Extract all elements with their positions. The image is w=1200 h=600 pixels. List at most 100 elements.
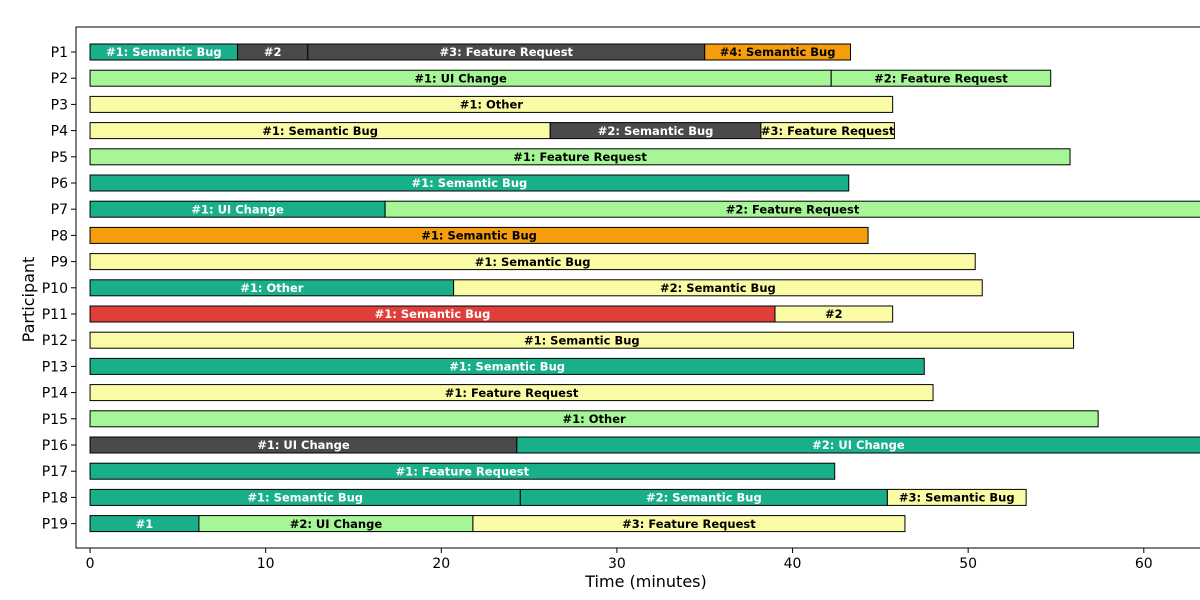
- bar-label: #4: Semantic Bug: [720, 45, 836, 59]
- bar-rect: [89, 148, 1071, 166]
- bar-rect: [89, 462, 836, 480]
- x-axis-title: Time (minutes): [584, 572, 707, 591]
- bar-label: #3: Feature Request: [622, 517, 756, 531]
- bar-segment: #1: Other: [89, 95, 894, 113]
- y-tick-label: P10: [42, 281, 68, 297]
- bar-segment: #1: UI Change: [89, 69, 832, 87]
- bar-segment: #1: Semantic Bug: [89, 122, 551, 140]
- bar-label: #1: Semantic Bug: [412, 176, 528, 190]
- bar-label: #2: Semantic Bug: [660, 281, 776, 295]
- bar-rect: [89, 357, 925, 375]
- bar-label: #2: [825, 307, 843, 321]
- bar-label: #3: Feature Request: [439, 45, 573, 59]
- bar-rect: [89, 384, 934, 402]
- y-tick-label: P18: [42, 490, 68, 506]
- x-tick-label: 0: [86, 556, 95, 572]
- bar-label: #3: Feature Request: [761, 124, 895, 138]
- bar-segment: #1: Semantic Bug: [89, 174, 850, 192]
- bar-rect: [89, 410, 1099, 428]
- y-tick-label: P8: [51, 228, 68, 244]
- bar-rect: [704, 43, 852, 61]
- bar-label: #1: Semantic Bug: [247, 491, 363, 505]
- bar-label: #1: Semantic Bug: [449, 360, 565, 374]
- bar-label: #2: Semantic Bug: [646, 491, 762, 505]
- bar-label: #1: Other: [240, 281, 304, 295]
- y-tick-label: P3: [51, 97, 68, 113]
- y-tick-label: P12: [42, 333, 68, 349]
- x-tick-label: 20: [432, 556, 450, 572]
- bar-label: #2: Semantic Bug: [598, 124, 714, 138]
- x-tick-label: 60: [1135, 556, 1153, 572]
- x-tick-label: 40: [784, 556, 802, 572]
- bar-segment: #2: Semantic Bug: [519, 488, 888, 506]
- bar-segment: #1: UI Change: [89, 436, 518, 454]
- bar-segment: #1: UI Change: [89, 200, 386, 218]
- bar-segment: #2: [237, 43, 309, 61]
- bar-segment: #1: [89, 515, 200, 533]
- bar-segment: #2: Semantic Bug: [453, 279, 983, 297]
- bar-segment: #2: UI Change: [516, 436, 1200, 454]
- y-tick-label: P6: [51, 176, 68, 192]
- y-tick-label: P7: [51, 202, 68, 218]
- bar-segment: #2: UI Change: [198, 515, 474, 533]
- bar-segment: #3: Feature Request: [760, 122, 895, 140]
- bar-rect: [774, 305, 894, 323]
- bar-rect: [384, 200, 1200, 218]
- bar-segment: #1: Semantic Bug: [89, 226, 869, 244]
- bar-segment: #1: Feature Request: [89, 462, 836, 480]
- bar-label: #2: UI Change: [290, 517, 383, 531]
- bar-label: #2: Feature Request: [726, 202, 860, 216]
- y-tick-label: P14: [42, 386, 68, 402]
- bar-label: #2: [264, 45, 282, 59]
- bars-group: #1: Semantic Bug #2 #3: Feature Request #4:…: [89, 43, 1200, 533]
- bar-segment: #2: [774, 305, 894, 323]
- bar-label: #1: Semantic Bug: [475, 255, 591, 269]
- y-ticks-group: P1 P2 P3 P4 P5 P6 P7 P8 P9 P10 P11 P12 P13 P14 P15 P16 P…: [42, 45, 76, 533]
- bar-label: #1: Feature Request: [396, 464, 530, 478]
- bar-rect: [89, 253, 976, 271]
- bar-segment: #2: Feature Request: [830, 69, 1052, 87]
- bar-rect: [886, 488, 1027, 506]
- bar-label: #1: UI Change: [414, 71, 507, 85]
- bar-rect: [472, 515, 906, 533]
- bar-label: #2: UI Change: [812, 438, 905, 452]
- x-ticks-group: 0 10 20 30 40 50 60: [86, 548, 1153, 572]
- bar-segment: #1: Other: [89, 279, 455, 297]
- y-tick-label: P1: [51, 45, 68, 61]
- y-tick-label: P16: [42, 438, 68, 454]
- x-tick-label: 50: [959, 556, 977, 572]
- bar-segment: #3: Semantic Bug: [886, 488, 1027, 506]
- bar-segment: #1: Semantic Bug: [89, 253, 976, 271]
- y-tick-label: P9: [51, 255, 68, 271]
- x-tick-label: 30: [608, 556, 626, 572]
- bar-segment: #4: Semantic Bug: [704, 43, 852, 61]
- y-tick-label: P5: [51, 150, 68, 166]
- bar-label: #1: Feature Request: [445, 386, 579, 400]
- bar-segment: #2: Semantic Bug: [549, 122, 762, 140]
- bar-label: #1: UI Change: [257, 438, 350, 452]
- bar-label: #1: Semantic Bug: [106, 45, 222, 59]
- bar-rect: [89, 95, 894, 113]
- bar-rect: [760, 122, 895, 140]
- y-tick-label: P13: [42, 359, 68, 375]
- bar-rect: [453, 279, 983, 297]
- bar-rect: [89, 331, 1075, 349]
- y-tick-label: P2: [51, 71, 68, 87]
- bar-label: #1: Semantic Bug: [262, 124, 378, 138]
- bar-label: #1: Semantic Bug: [421, 229, 537, 243]
- bar-label: #1: Semantic Bug: [524, 333, 640, 347]
- bar-label: #1: [136, 517, 154, 531]
- bar-segment: #1: Semantic Bug: [89, 488, 521, 506]
- bar-label: #1: UI Change: [191, 202, 284, 216]
- y-tick-label: P15: [42, 412, 68, 428]
- plot-frame: [75, 26, 1200, 549]
- bar-segment: #1: Semantic Bug: [89, 305, 776, 323]
- bar-rect: [89, 174, 850, 192]
- bar-segment: #1: Other: [89, 410, 1099, 428]
- bar-label: #2: Feature Request: [874, 71, 1008, 85]
- bar-segment: #1: Semantic Bug: [89, 43, 239, 61]
- bar-segment: #3: Feature Request: [307, 43, 706, 61]
- bar-segment: #1: Semantic Bug: [89, 357, 925, 375]
